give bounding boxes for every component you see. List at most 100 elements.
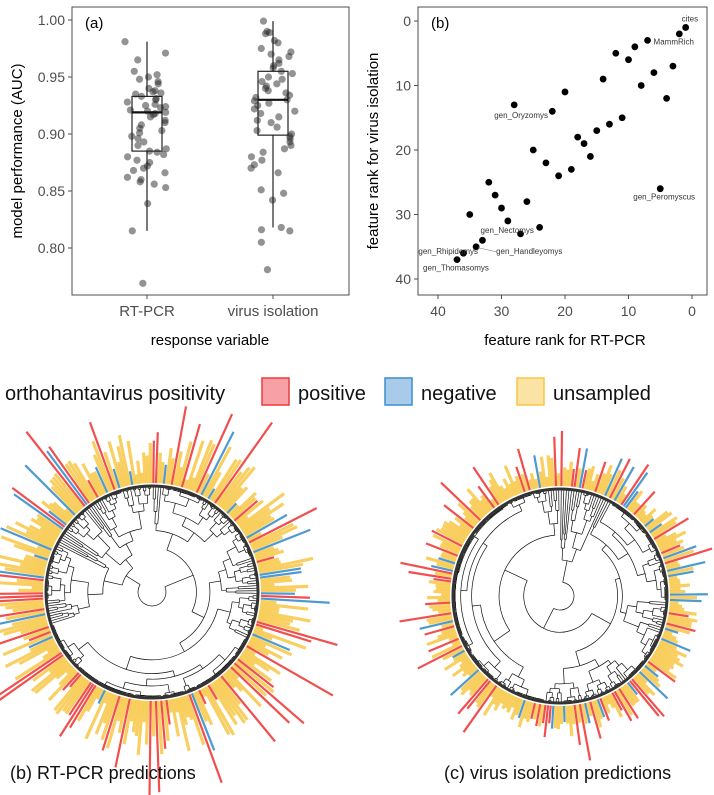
branch [164,494,166,502]
tip-bar [170,406,188,485]
tip-bar [459,658,472,669]
tip-ring [44,484,260,700]
branch [199,664,203,669]
tip-bar [162,464,167,484]
tip-bar [504,694,514,709]
branch [96,559,107,566]
branch-arc [592,507,595,509]
branch [87,555,97,562]
data-point [510,101,518,109]
branch [483,661,489,667]
branch [608,660,612,665]
data-point [160,150,168,159]
tip-bar [669,603,683,608]
tip-bar [624,683,640,703]
tip-bar [259,607,279,614]
data-point [517,230,524,238]
panel-a-frame [71,6,350,296]
x-tick-label: 40 [430,303,446,319]
branch [640,641,646,646]
tip-bar [172,698,179,713]
data-point [257,226,266,234]
tip-bar [433,578,452,583]
tip-bar [581,469,588,489]
tip-bar [258,562,304,574]
branch [226,621,231,625]
tip-bar [517,699,526,719]
branch [52,577,62,580]
y-tick-label: 30 [395,207,411,223]
branch [592,689,595,695]
tip-bar [594,461,607,493]
tip-bar [669,598,702,603]
point-label: gen_Thomasomys [423,264,489,273]
branch-arc [214,512,217,515]
data-point [257,186,265,194]
tip-bar [535,703,542,727]
branch [228,627,236,631]
tip-bar [0,654,64,702]
tip-bar [514,475,524,494]
data-point [580,140,588,147]
tip-bar [560,430,564,487]
tip-bar [227,667,240,680]
branch [518,504,523,511]
branch [563,489,567,535]
branch-arc [213,520,219,526]
tip-bar [209,458,238,501]
tip-bar [461,664,477,678]
data-point [280,189,288,197]
tip-bar [209,683,238,726]
branch-arc [498,534,555,631]
data-point [267,119,275,127]
tip-bar [634,504,648,518]
tip-bar [257,617,301,632]
tip-bar [529,472,537,490]
branch [553,489,555,501]
branch-arc [135,694,146,697]
branch [209,522,217,530]
tip-bar [534,478,540,489]
tip-bar [202,687,231,736]
tip-bar [431,642,462,659]
tip-bar [668,612,689,618]
tip-bar [583,468,592,490]
tip-bar [250,525,298,549]
tip-bar [211,681,237,717]
tip-bar [246,645,334,697]
tip-bar [33,554,49,561]
legend-label-unsampled: unsampled [553,383,651,405]
tip-bar [202,446,232,497]
branch [615,667,627,681]
tip-bar [140,472,145,484]
branch [114,498,118,503]
branch [591,613,611,625]
branch-arc [86,555,89,558]
branch [86,508,103,529]
tip-bar [658,538,677,550]
branch [649,601,667,603]
tip-bar [502,478,514,498]
tip-bar [224,486,249,513]
tip-bar [583,702,591,724]
tip-bar [665,560,679,568]
tip-bar [86,687,102,713]
data-point [257,238,265,246]
x-tick-label: 0 [688,303,696,319]
branch [77,660,83,665]
x-tick-label: 20 [557,303,573,319]
tip-bar [24,554,48,564]
branch [494,660,501,668]
branch [586,684,590,692]
branch [247,580,258,582]
branch [236,557,253,564]
branch [179,491,182,496]
branch-arc [584,508,589,512]
tip-bar [116,445,129,487]
tip-bar [243,514,272,535]
tip-bar [628,501,639,513]
tip-bar [204,471,222,499]
branch [653,554,657,557]
tip-bar [656,531,677,546]
tip-bar [190,439,214,492]
